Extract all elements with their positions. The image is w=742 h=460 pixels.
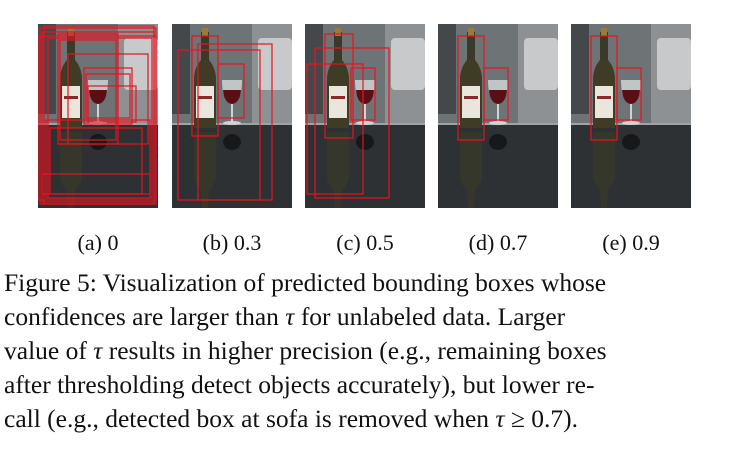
bottle-neck	[201, 32, 209, 60]
sofa-cushion	[524, 38, 558, 90]
label-mark	[597, 96, 611, 99]
panel-b-image	[172, 24, 292, 208]
bounding-box	[43, 25, 155, 205]
subcaption-e: (e) 0.9	[602, 230, 660, 255]
label-mark	[64, 96, 78, 99]
bounding-box	[314, 47, 390, 199]
bounding-box	[59, 39, 117, 141]
label-mark	[464, 96, 478, 99]
glass-reflection	[223, 134, 241, 150]
bounding-box	[306, 63, 364, 195]
bottle-reflection	[593, 132, 615, 208]
bottle-reflection	[194, 132, 216, 208]
glass-stem	[97, 104, 99, 122]
figure-panels: (a) 0 (b) 0.3 (c) 0.5 (d) 0.7 (e) 0.9	[38, 24, 691, 255]
caption-line-2: confidences are larger than τ for unlabe…	[4, 302, 566, 331]
bottle-label	[196, 86, 214, 118]
subcaption-c: (c) 0.5	[336, 230, 394, 255]
glass-foot	[489, 121, 507, 125]
panel-c-image	[305, 24, 425, 208]
bottle-label	[462, 86, 480, 118]
bottle-reflection	[327, 132, 349, 208]
bounding-box	[67, 53, 149, 145]
subcaption-d: (d) 0.7	[468, 230, 528, 255]
bottle-label	[595, 86, 613, 118]
glass-stem	[630, 104, 632, 122]
bounding-box	[85, 73, 131, 119]
bounding-box	[45, 119, 151, 199]
wine	[89, 90, 107, 104]
bottle-reflection	[60, 132, 82, 208]
caption-line-1: Figure 5: Visualization of predicted bou…	[4, 268, 607, 297]
bounding-box	[324, 33, 354, 139]
wine	[223, 90, 241, 104]
label-mark	[331, 96, 345, 99]
bottle-neck	[467, 32, 475, 60]
wine	[489, 90, 507, 104]
dark-left-area	[172, 24, 190, 114]
caption-line-4: after thresholding detect objects accura…	[4, 370, 595, 399]
caption-line-5: call (e.g., detected box at sofa is remo…	[4, 404, 579, 433]
glass-foot	[622, 121, 640, 125]
bottle-neck	[67, 32, 75, 60]
bottle-neck	[600, 32, 608, 60]
wine	[356, 90, 374, 104]
bottle-cap	[202, 28, 208, 36]
glass-foot	[356, 121, 374, 125]
bottle-label	[329, 86, 347, 118]
bottle-neck	[334, 32, 342, 60]
sofa-cushion	[657, 38, 691, 90]
sofa-cushion	[258, 38, 292, 90]
glass-reflection	[356, 134, 374, 150]
bounding-box	[83, 67, 133, 125]
dark-left-area	[438, 24, 456, 114]
glass-stem	[497, 104, 499, 122]
tau-symbol: τ	[285, 302, 295, 331]
bottle-cap	[601, 28, 607, 36]
subcaption-a: (a) 0	[77, 230, 119, 255]
wine	[622, 90, 640, 104]
glass-foot	[223, 121, 241, 125]
label-mark	[198, 96, 212, 99]
bottle-reflection	[460, 132, 482, 208]
bounding-box	[616, 67, 642, 121]
tau-symbol: τ	[495, 404, 505, 433]
glass-stem	[231, 104, 233, 122]
bounding-box	[483, 67, 509, 121]
bottle-label	[62, 86, 80, 118]
panel-d-image	[438, 24, 558, 208]
sofa-cushion	[391, 38, 425, 90]
glass-reflection	[489, 134, 507, 150]
panel-e-image	[571, 24, 691, 208]
bottle-cap	[468, 28, 474, 36]
subcaption-b: (b) 0.3	[202, 230, 262, 255]
glass-reflection	[89, 134, 107, 150]
figure-caption: Figure 5: Visualization of predicted bou…	[4, 266, 734, 436]
bounding-box	[87, 85, 137, 123]
bounding-box	[217, 63, 245, 119]
caption-line-3: value of τ results in higher precision (…	[4, 336, 607, 365]
dark-left-area	[305, 24, 323, 114]
bounding-box	[41, 173, 151, 195]
bounding-box	[197, 43, 273, 201]
glass-reflection	[622, 134, 640, 150]
glass-stem	[364, 104, 366, 122]
dark-left-area	[571, 24, 589, 114]
bounding-box	[38, 35, 157, 201]
tau-symbol: τ	[93, 336, 103, 365]
bottle-cap	[335, 28, 341, 36]
sofa-cushion	[124, 38, 158, 90]
panel-a-image	[38, 24, 158, 208]
